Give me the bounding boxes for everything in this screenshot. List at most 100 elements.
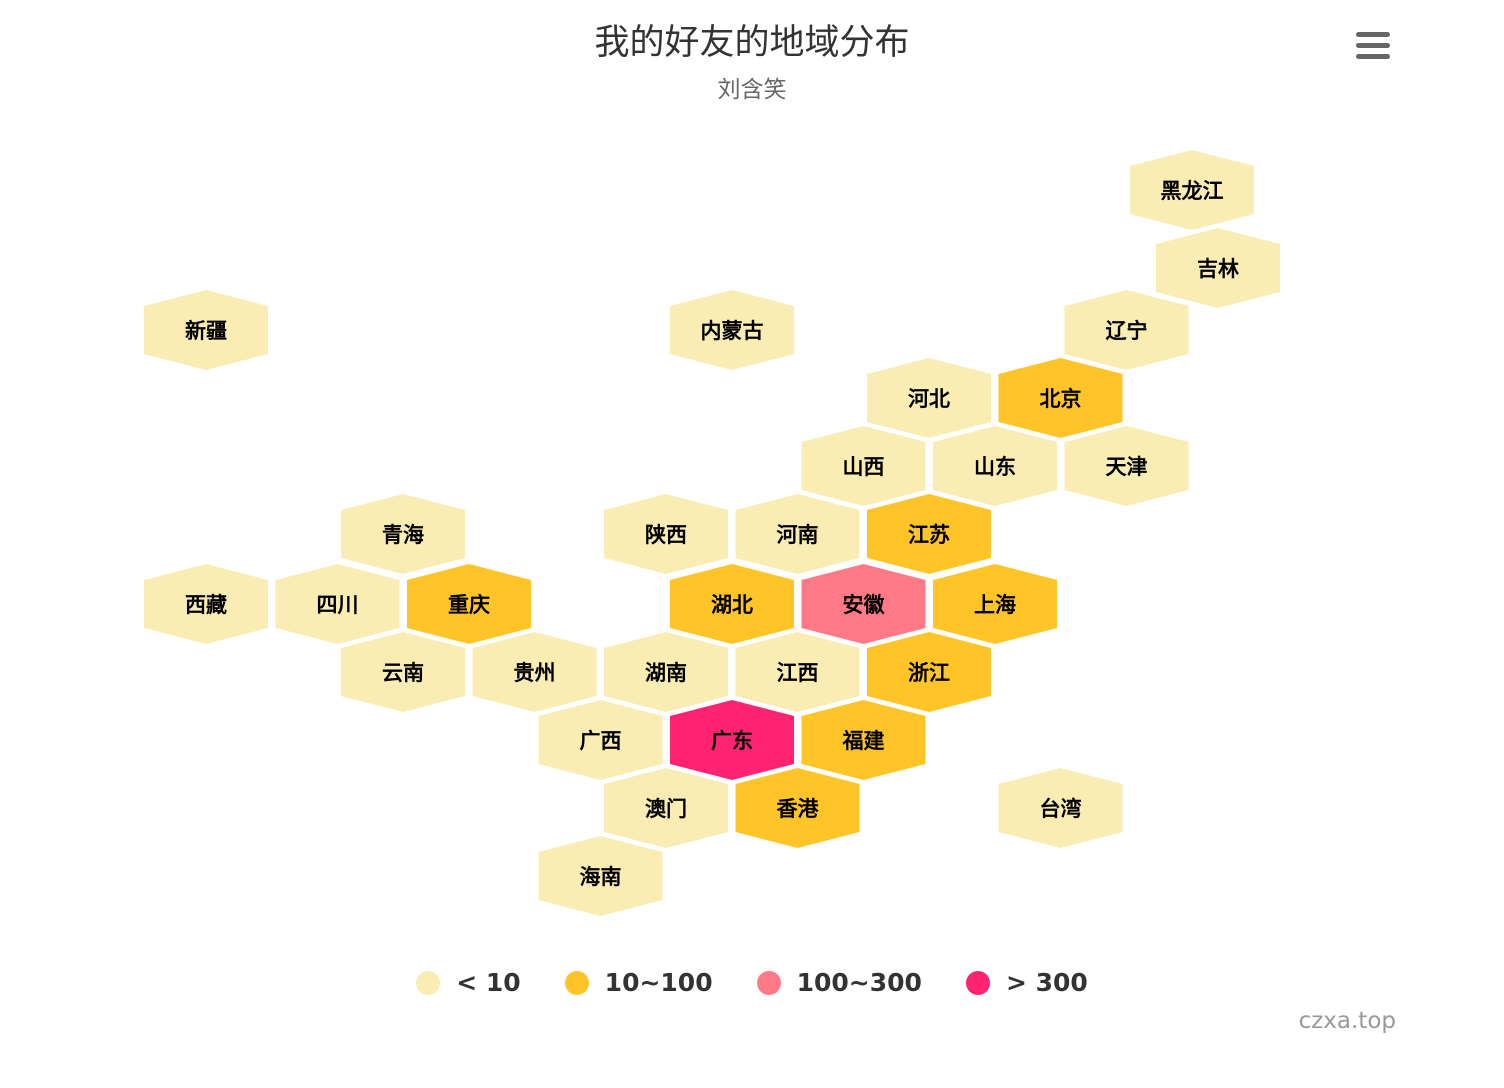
hex-tile-湖南[interactable]: 湖南 — [604, 632, 728, 712]
hex-label: 浙江 — [908, 661, 950, 685]
hex-shape[interactable] — [144, 290, 268, 370]
hex-tile-青海[interactable]: 青海 — [341, 494, 465, 574]
hex-label: 台湾 — [1040, 797, 1082, 821]
hex-tile-新疆[interactable]: 新疆 — [144, 290, 268, 370]
hex-tile-内蒙古[interactable]: 内蒙古 — [670, 290, 794, 370]
hex-label: 贵州 — [514, 661, 556, 685]
hex-shape[interactable] — [472, 632, 597, 712]
hex-shape[interactable] — [933, 564, 1057, 644]
hex-tile-西藏[interactable]: 西藏 — [144, 564, 268, 644]
hex-shape[interactable] — [604, 768, 728, 848]
hex-label: 山西 — [843, 455, 885, 479]
hex-label: 吉林 — [1197, 257, 1239, 281]
hex-tile-四川[interactable]: 四川 — [275, 564, 400, 644]
hex-shape[interactable] — [933, 426, 1057, 506]
hex-shape[interactable] — [735, 632, 860, 712]
hex-tile-重庆[interactable]: 重庆 — [407, 564, 531, 644]
hex-shape[interactable] — [867, 358, 991, 438]
hex-shape[interactable] — [1130, 150, 1254, 230]
hex-label: 江西 — [777, 661, 819, 685]
hex-shape[interactable] — [275, 564, 400, 644]
hex-shape[interactable] — [801, 700, 926, 780]
hex-shape[interactable] — [604, 494, 728, 574]
hex-label: 新疆 — [185, 319, 227, 343]
chart-title: 我的好友的地域分布 — [594, 23, 910, 63]
hex-tile-江西[interactable]: 江西 — [735, 632, 860, 712]
legend-label: > 300 — [1005, 968, 1088, 997]
hex-tile-贵州[interactable]: 贵州 — [472, 632, 597, 712]
hex-label: 湖北 — [711, 593, 753, 617]
hex-shape[interactable] — [801, 426, 926, 506]
hex-tile-山西[interactable]: 山西 — [801, 426, 926, 506]
hex-shape[interactable] — [1064, 290, 1189, 370]
hex-tile-湖北[interactable]: 湖北 — [670, 564, 794, 644]
hex-shape[interactable] — [670, 700, 794, 780]
hamburger-menu-icon[interactable] — [1352, 28, 1396, 64]
hex-label: 湖南 — [645, 661, 687, 685]
hex-tile-澳门[interactable]: 澳门 — [604, 768, 728, 848]
hex-label: 河南 — [777, 523, 819, 547]
hex-tile-吉林[interactable]: 吉林 — [1156, 228, 1280, 308]
legend-item[interactable]: > 300 — [965, 968, 1088, 997]
hex-shape[interactable] — [538, 700, 663, 780]
legend: < 10 10~100 100~300 > 300 — [0, 968, 1504, 997]
legend-item[interactable]: 100~300 — [756, 968, 922, 997]
legend-item[interactable]: < 10 — [416, 968, 521, 997]
hex-shape[interactable] — [670, 564, 794, 644]
hex-tile-黑龙江[interactable]: 黑龙江 — [1130, 150, 1254, 230]
hex-shape[interactable] — [1156, 228, 1280, 308]
credits-link[interactable]: czxa.top — [1298, 1008, 1396, 1034]
hex-shape[interactable] — [538, 836, 663, 916]
hex-shape[interactable] — [341, 632, 465, 712]
hex-tile-海南[interactable]: 海南 — [538, 836, 663, 916]
hex-label: 香港 — [777, 797, 820, 821]
hex-label: 黑龙江 — [1161, 179, 1224, 203]
hex-shape[interactable] — [801, 564, 926, 644]
hex-shape[interactable] — [867, 494, 991, 574]
hex-shape[interactable] — [604, 632, 728, 712]
hex-shape[interactable] — [998, 768, 1123, 848]
hex-tile-上海[interactable]: 上海 — [933, 564, 1057, 644]
hex-tile-河南[interactable]: 河南 — [735, 494, 860, 574]
hex-tile-山东[interactable]: 山东 — [933, 426, 1057, 506]
hex-shape[interactable] — [407, 564, 531, 644]
hex-shape[interactable] — [144, 564, 268, 644]
hex-label: 四川 — [317, 593, 359, 617]
hex-tile-辽宁[interactable]: 辽宁 — [1064, 290, 1189, 370]
hex-label: 山东 — [974, 455, 1016, 479]
hex-tile-陕西[interactable]: 陕西 — [604, 494, 728, 574]
hex-shape[interactable] — [735, 494, 860, 574]
legend-label: 100~300 — [796, 968, 922, 997]
hex-tile-天津[interactable]: 天津 — [1064, 426, 1189, 506]
hex-label: 陕西 — [645, 523, 687, 547]
hex-tile-河北[interactable]: 河北 — [867, 358, 991, 438]
hex-label: 广东 — [711, 729, 753, 753]
hex-label: 青海 — [382, 523, 424, 547]
hex-tile-香港[interactable]: 香港 — [735, 768, 860, 848]
hex-label: 澳门 — [645, 797, 687, 821]
hex-shape[interactable] — [341, 494, 465, 574]
hex-tile-浙江[interactable]: 浙江 — [867, 632, 991, 712]
hex-tile-安徽[interactable]: 安徽 — [801, 564, 926, 644]
hex-shape[interactable] — [867, 632, 991, 712]
legend-label: < 10 — [456, 968, 521, 997]
hex-tile-台湾[interactable]: 台湾 — [998, 768, 1123, 848]
hex-tile-广东[interactable]: 广东 — [670, 700, 794, 780]
legend-item[interactable]: 10~100 — [564, 968, 713, 997]
legend-label: 10~100 — [604, 968, 713, 997]
hex-shape[interactable] — [998, 358, 1123, 438]
hex-shape[interactable] — [670, 290, 794, 370]
hex-tile-江苏[interactable]: 江苏 — [867, 494, 991, 574]
hex-label: 天津 — [1106, 455, 1148, 479]
legend-swatch — [965, 970, 990, 995]
hex-label: 西藏 — [185, 593, 227, 617]
hex-tile-福建[interactable]: 福建 — [801, 700, 926, 780]
hex-label: 江苏 — [908, 523, 950, 547]
hex-shape[interactable] — [735, 768, 860, 848]
hex-shape[interactable] — [1064, 426, 1189, 506]
hex-tile-广西[interactable]: 广西 — [538, 700, 663, 780]
hex-tile-云南[interactable]: 云南 — [341, 632, 465, 712]
hex-tile-北京[interactable]: 北京 — [998, 358, 1123, 438]
